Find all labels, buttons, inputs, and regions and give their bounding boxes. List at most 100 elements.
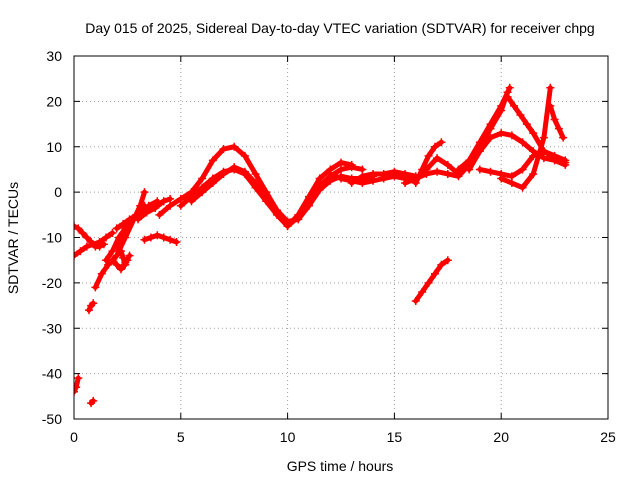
data-point-arc-23-2 (518, 183, 527, 192)
data-point-arc-16-0 (401, 179, 410, 188)
data-point-arc-20-4 (497, 101, 506, 110)
data-point-arc-20-5 (505, 83, 514, 92)
data-point-arc-11-8 (240, 151, 249, 160)
data-point-arc-11-1 (166, 201, 175, 210)
series-line-arc-21 (466, 130, 568, 172)
series-line-arc-20 (455, 85, 513, 172)
data-point-arc-21-3 (497, 129, 506, 138)
data-point-arc-7-0 (108, 256, 117, 265)
series-line-arc-18 (413, 257, 451, 304)
data-point-arc-9-4 (166, 235, 175, 244)
y-tick-label-5: 0 (54, 184, 62, 200)
data-point-arc-23-5 (546, 83, 555, 92)
data-point-arc-21-1 (475, 147, 484, 156)
data-point-arc-18-2 (424, 278, 433, 287)
data-point-arc-13-6 (251, 179, 260, 188)
data-point-arc-12-16 (347, 163, 356, 172)
data-point-arc-10-4 (166, 194, 175, 203)
data-point-arc-11-17 (337, 158, 345, 167)
data-point-arc-1-6 (108, 228, 117, 237)
data-point-arc-8-1 (119, 253, 128, 262)
data-point-arc-24-4 (529, 129, 538, 138)
data-point-arc-13-1 (198, 188, 207, 197)
data-point-arc-13-0 (187, 197, 196, 206)
data-point-arc-3-3 (112, 251, 121, 260)
data-point-arc-10-0 (134, 215, 143, 224)
series-line-arc-24 (505, 94, 568, 166)
data-point-arc-12-17 (358, 165, 367, 174)
series-line-arc-25 (547, 103, 566, 141)
data-point-arc-14-1 (337, 174, 345, 183)
data-point-arc-23-4 (539, 133, 548, 142)
data-point-arc-9-0 (140, 235, 149, 244)
data-point-arc-17-2 (424, 151, 433, 160)
data-point-arc-18-1 (418, 287, 427, 296)
data-point-arc-11-0 (155, 210, 164, 219)
data-point-arc-6-1 (119, 219, 128, 228)
series-arc-28 (87, 396, 98, 408)
data-point-arc-24-5 (539, 147, 548, 156)
y-tick-label-1: -40 (42, 366, 62, 382)
data-point-arc-10-1 (142, 208, 151, 217)
data-point-arc-9-1 (146, 233, 155, 242)
data-point-arc-15-3 (379, 169, 388, 178)
data-point-arc-22-4 (518, 165, 527, 174)
series-line-arc-3 (92, 189, 147, 290)
series-arc-25 (546, 101, 568, 142)
series-arc-2 (74, 222, 108, 251)
data-point-arc-18-5 (443, 256, 452, 265)
data-point-arc-24-2 (516, 110, 525, 119)
data-point-arc-18-3 (430, 269, 439, 278)
series-line-arc-16 (402, 155, 461, 186)
data-point-arc-11-9 (251, 169, 260, 178)
data-point-arc-1-1 (76, 247, 85, 256)
series-arc-17 (411, 138, 446, 188)
data-point-arc-20-0 (454, 165, 463, 174)
data-point-arc-5-1 (119, 228, 128, 237)
data-point-arc-6-0 (112, 224, 121, 233)
data-layer (74, 83, 570, 408)
data-point-arc-10-3 (159, 197, 168, 206)
data-point-arc-18-0 (411, 297, 420, 306)
series-arc-8 (116, 247, 132, 269)
data-point-arc-15-2 (369, 169, 378, 178)
data-point-arc-8-2 (121, 260, 130, 269)
series-arc-26 (74, 374, 83, 396)
data-point-arc-13-12 (315, 185, 324, 194)
data-point-arc-17-0 (411, 179, 420, 188)
data-point-arc-15-0 (347, 179, 356, 188)
data-point-arc-26-0 (74, 387, 78, 396)
data-point-arc-27-2 (89, 299, 98, 308)
data-point-arc-7-1 (112, 260, 121, 269)
data-point-arc-21-7 (539, 154, 548, 163)
series-arc-10 (134, 194, 175, 224)
data-point-arc-5-0 (112, 242, 121, 251)
x-tick-label-1: 5 (177, 429, 185, 445)
data-point-arc-2-6 (95, 242, 104, 251)
y-tick-label-2: -30 (42, 320, 62, 336)
data-point-arc-13-8 (272, 206, 281, 215)
data-point-arc-14-0 (326, 169, 335, 178)
data-point-arc-12-0 (176, 201, 185, 210)
data-point-arc-8-3 (123, 256, 132, 265)
data-point-arc-13-3 (219, 169, 228, 178)
data-point-arc-28-1 (89, 396, 98, 405)
data-point-arc-7-2 (116, 265, 125, 274)
data-point-arc-24-7 (561, 158, 570, 167)
data-point-arc-16-3 (433, 154, 442, 163)
data-point-arc-3-2 (104, 260, 113, 269)
data-point-arc-11-5 (208, 156, 217, 165)
data-point-arc-13-10 (294, 215, 303, 224)
data-point-arc-13-7 (262, 192, 271, 201)
data-point-arc-27-0 (84, 306, 93, 315)
data-point-arc-17-3 (430, 142, 439, 151)
data-point-arc-22-3 (507, 172, 516, 181)
data-point-arc-25-3 (559, 133, 568, 142)
data-point-arc-22-0 (475, 165, 484, 174)
series-arc-27 (84, 299, 98, 315)
data-point-arc-2-3 (82, 233, 91, 242)
series-arc-24 (503, 92, 570, 167)
data-point-arc-14-10 (433, 167, 442, 176)
